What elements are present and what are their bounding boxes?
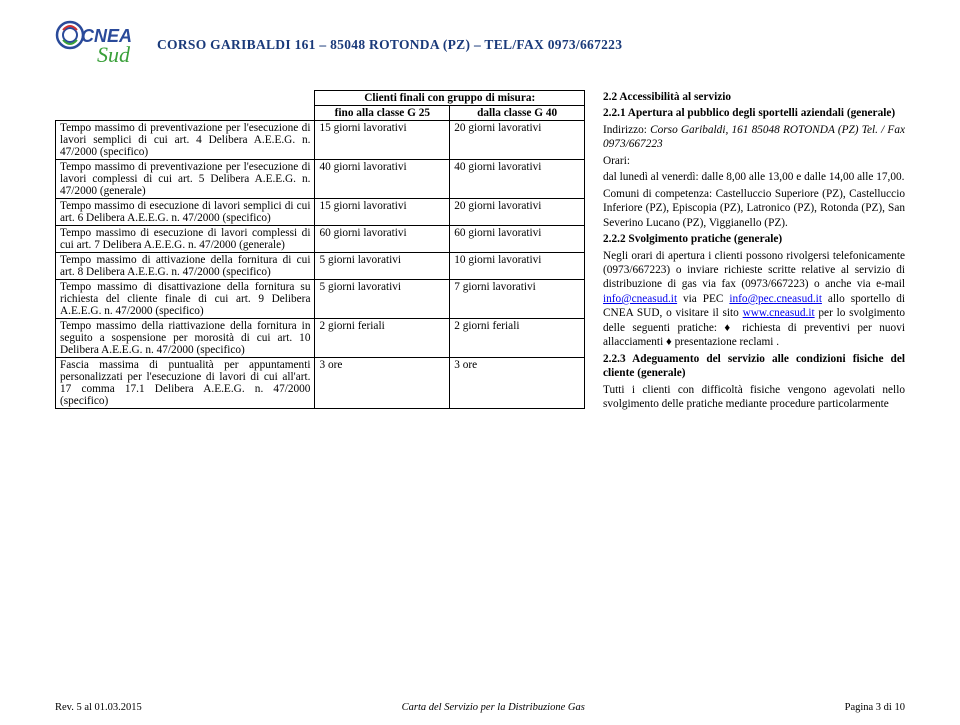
row-value-g40: 20 giorni lavorativi [450,199,585,226]
table-row: Tempo massimo di preventivazione per l'e… [56,160,585,199]
footer-revision: Rev. 5 al 01.03.2015 [55,702,142,713]
row-description: Tempo massimo di disattivazione della fo… [56,280,315,319]
row-value-g25: 5 giorni lavorativi [315,253,450,280]
row-description: Fascia massima di puntualità per appunta… [56,358,315,409]
row-description: Tempo massimo di preventivazione per l'e… [56,121,315,160]
table-row: Tempo massimo di disattivazione della fo… [56,280,585,319]
header-address: CORSO GARIBALDI 161 – 85048 ROTONDA (PZ)… [157,37,622,53]
row-value-g25: 60 giorni lavorativi [315,226,450,253]
row-value-g40: 40 giorni lavorativi [450,160,585,199]
row-value-g40: 20 giorni lavorativi [450,121,585,160]
row-value-g40: 10 giorni lavorativi [450,253,585,280]
row-value-g25: 3 ore [315,358,450,409]
website-link[interactable]: www.cneasud.it [743,307,815,319]
accessibility-text: Tutti i clienti con difficoltà fisiche v… [603,383,905,412]
row-value-g40: 3 ore [450,358,585,409]
table-row: Tempo massimo di preventivazione per l'e… [56,121,585,160]
svg-text:Sud: Sud [97,42,131,67]
right-column: 2.2 Accessibilità al servizio 2.2.1 Aper… [603,90,905,414]
table-row: Fascia massima di puntualità per appunta… [56,358,585,409]
contact-paragraph: Negli orari di apertura i clienti posson… [603,249,905,350]
section-2-2-3-title: 2.2.3 Adeguamento del servizio alle cond… [603,352,905,381]
row-value-g25: 15 giorni lavorativi [315,199,450,226]
hours-label: Orari: [603,154,905,168]
row-value-g40: 7 giorni lavorativi [450,280,585,319]
section-2-2-1-title: 2.2.1 Apertura al pubblico degli sportel… [603,106,905,120]
pec-link[interactable]: info@pec.cneasud.it [729,293,822,305]
page-footer: Rev. 5 al 01.03.2015 Carta del Servizio … [55,702,905,713]
row-value-g25: 2 giorni feriali [315,319,450,358]
logo: CNEA Sud [55,20,145,70]
table-row: Tempo massimo della riattivazione della … [56,319,585,358]
row-description: Tempo massimo di attivazione della forni… [56,253,315,280]
municipalities-text: Comuni di competenza: Castelluccio Super… [603,187,905,230]
table-row: Tempo massimo di esecuzione di lavori co… [56,226,585,253]
hours-text: dal lunedì al venerdì: dalle 8,00 alle 1… [603,170,905,184]
table-header-sub-right: dalla classe G 40 [450,106,585,121]
page-header: CNEA Sud CORSO GARIBALDI 161 – 85048 ROT… [55,20,905,70]
section-2-2-2-title: 2.2.2 Svolgimento pratiche (generale) [603,232,905,246]
table-row: Tempo massimo di attivazione della forni… [56,253,585,280]
row-description: Tempo massimo di preventivazione per l'e… [56,160,315,199]
row-value-g40: 60 giorni lavorativi [450,226,585,253]
standards-table: Clienti finali con gruppo di misura: fin… [55,90,585,409]
section-2-2-title: 2.2 Accessibilità al servizio [603,90,905,104]
table-header-top: Clienti finali con gruppo di misura: [315,91,585,106]
table-header-sub-left: fino alla classe G 25 [315,106,450,121]
row-description: Tempo massimo di esecuzione di lavori se… [56,199,315,226]
email-link[interactable]: info@cneasud.it [603,293,677,305]
row-value-g25: 5 giorni lavorativi [315,280,450,319]
footer-page-number: Pagina 3 di 10 [845,702,905,713]
address-paragraph: Indirizzo: Corso Garibaldi, 161 85048 RO… [603,123,905,152]
footer-title: Carta del Servizio per la Distribuzione … [402,702,585,713]
row-value-g40: 2 giorni feriali [450,319,585,358]
standards-table-container: Clienti finali con gruppo di misura: fin… [55,90,585,414]
row-description: Tempo massimo di esecuzione di lavori co… [56,226,315,253]
row-value-g25: 40 giorni lavorativi [315,160,450,199]
table-row: Tempo massimo di esecuzione di lavori se… [56,199,585,226]
row-description: Tempo massimo della riattivazione della … [56,319,315,358]
row-value-g25: 15 giorni lavorativi [315,121,450,160]
